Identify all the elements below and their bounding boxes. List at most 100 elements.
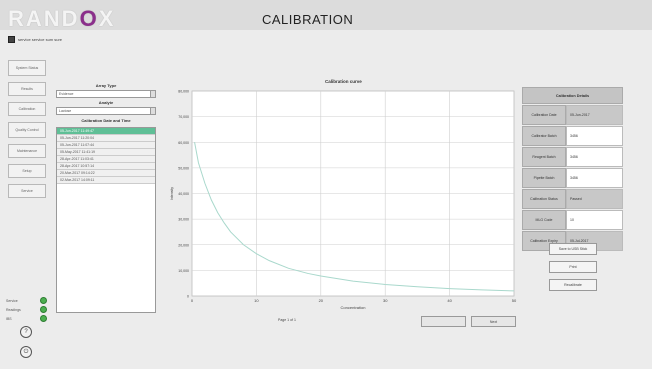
nav-results[interactable]: Results <box>8 82 46 96</box>
main-nav: System Status Results Calibration Qualit… <box>8 60 46 204</box>
status-row-service: Service <box>6 296 47 305</box>
nav-label: Setup <box>22 169 32 173</box>
analyte-select[interactable]: Lactose <box>56 107 156 115</box>
nav-label: Service <box>21 189 33 193</box>
print-button[interactable]: Print <box>549 261 597 273</box>
details-row: Calibration Status Passed <box>522 189 623 209</box>
array-type-select[interactable]: Evidence <box>56 90 156 98</box>
status-label: IBS <box>6 316 12 321</box>
next-button[interactable]: Next <box>471 316 516 327</box>
details-row: Calibration Date 05-Jun-2017 <box>522 105 623 125</box>
calibration-list-item[interactable]: 05-Jun-2017 11:49:47 <box>57 128 155 135</box>
calibration-list-item[interactable]: 02-Mar-2017 14:09:11 <box>57 177 155 184</box>
details-row-value: 3456 <box>566 147 623 167</box>
x-tick-label: 50 <box>512 298 517 303</box>
y-axis-label: Intensity <box>170 187 174 200</box>
recalibrate-button[interactable]: Recalibrate <box>549 279 597 291</box>
calibration-details-panel: Calibration Details Calibration Date 05-J… <box>522 87 623 251</box>
analyte-value: Lactose <box>59 109 72 113</box>
status-ok-indicator <box>40 297 47 304</box>
service-text: service service sum sure <box>18 36 63 42</box>
status-row-ibs: IBS <box>6 314 47 323</box>
x-tick-label: 0 <box>191 298 194 303</box>
x-tick-label: 30 <box>383 298 388 303</box>
y-tick-label: 80,000 <box>178 90 189 94</box>
power-icon: ⏻ <box>23 348 29 355</box>
details-row-label: Calibrator Batch <box>522 126 566 146</box>
nav-label: Maintenance <box>16 149 38 153</box>
calibration-curve-line <box>194 142 515 292</box>
calibration-list[interactable]: 05-Jun-2017 11:49:47 05-Jun-2017 11:20:04… <box>56 127 156 313</box>
nav-maintenance[interactable]: Maintenance <box>8 144 46 158</box>
calibration-selector: Array Type Evidence Analyte Lactose Cali… <box>56 83 156 313</box>
chart-title: Calibration curve <box>325 79 362 84</box>
y-tick-label: 60,000 <box>178 141 189 145</box>
x-axis-label: Concentration <box>341 305 366 310</box>
details-rows: Calibration Date 05-Jun-2017 Calibrator Ba… <box>522 105 623 251</box>
nav-calibration[interactable]: Calibration <box>8 102 46 116</box>
details-row-label: MLG Code <box>522 210 566 230</box>
details-row-value: 05-Jun-2017 <box>566 105 623 125</box>
previous-button[interactable] <box>421 316 466 327</box>
y-tick-label: 70,000 <box>178 115 189 119</box>
status-ok-indicator <box>40 306 47 313</box>
details-title: Calibration Details <box>522 87 623 104</box>
details-row-label: Reagent Batch <box>522 147 566 167</box>
details-row-value: 3456 <box>566 168 623 188</box>
nav-label: System Status <box>15 66 39 70</box>
details-row-value: Passed <box>566 189 623 209</box>
status-panel: Service Readings IBS <box>6 296 47 323</box>
details-row: Calibrator Batch 3456 <box>522 126 623 146</box>
button-label: Save to USB Stick <box>558 247 588 251</box>
help-button[interactable]: ? <box>20 326 32 338</box>
y-tick-label: 10,000 <box>178 269 189 273</box>
calibration-list-item[interactable]: 20-Mar-2017 09:14:22 <box>57 170 155 177</box>
calibration-list-item[interactable]: 28-Apr-2017 10:57:14 <box>57 163 155 170</box>
array-type-label: Array Type <box>95 83 117 88</box>
button-label: Print <box>569 265 577 269</box>
nav-quality-control[interactable]: Quality Control <box>8 122 46 138</box>
service-icon <box>8 35 15 43</box>
calibration-chart: Calibration curve 0 10 20 30 40 50 0 10,000 20,0… <box>160 79 520 324</box>
y-tick-label: 20,000 <box>178 243 189 247</box>
array-type-value: Evidence <box>59 92 74 96</box>
calibration-list-item[interactable]: 05-Jun-2017 11:07:44 <box>57 142 155 149</box>
chart-svg: 0 10 20 30 40 50 0 10,000 20,000 30,000 40,000 50,0… <box>170 90 517 311</box>
details-row: Pipette Batch 3456 <box>522 168 623 188</box>
calibration-list-label: Calibration Date and Time <box>81 118 131 123</box>
x-tick-label: 10 <box>254 298 259 303</box>
chevron-down-icon <box>150 108 155 114</box>
nav-label: Calibration <box>18 107 36 111</box>
nav-system-status[interactable]: System Status <box>8 60 46 76</box>
details-row: Reagent Batch 3456 <box>522 147 623 167</box>
logo-text-suffix: X <box>98 6 116 31</box>
x-tick-label: 20 <box>319 298 324 303</box>
nav-label: Results <box>21 87 33 91</box>
y-tick-label: 50,000 <box>178 166 189 170</box>
power-button[interactable]: ⏻ <box>20 346 32 358</box>
header-band <box>0 0 652 30</box>
chevron-down-icon <box>150 91 155 97</box>
y-tick-label: 40,000 <box>178 192 189 196</box>
details-row-value: 3456 <box>566 126 623 146</box>
analyte-label: Analyte <box>98 100 114 105</box>
button-label: Recalibrate <box>564 283 582 287</box>
x-tick-label: 40 <box>447 298 452 303</box>
randox-logo: RANDOX <box>8 6 115 32</box>
nav-service[interactable]: Service <box>8 184 46 198</box>
details-row-value: 10 <box>566 210 623 230</box>
save-to-usb-button[interactable]: Save to USB Stick <box>549 243 597 255</box>
nav-setup[interactable]: Setup <box>8 164 46 178</box>
details-row-label: Calibration Status <box>522 189 566 209</box>
calibration-list-item[interactable]: 05-May-2017 11:41:19 <box>57 149 155 156</box>
button-label: Next <box>489 319 498 324</box>
status-label: Service <box>6 298 18 303</box>
y-tick-label: 30,000 <box>178 218 189 222</box>
service-indicator[interactable]: service service sum sure <box>8 34 62 44</box>
status-row-readings: Readings <box>6 305 47 314</box>
calibration-list-item[interactable]: 28-Apr-2017 11:03:41 <box>57 156 155 163</box>
logo-text-o: O <box>79 6 99 31</box>
calibration-list-item[interactable]: 05-Jun-2017 11:20:04 <box>57 135 155 142</box>
details-row-label: Pipette Batch <box>522 168 566 188</box>
status-label: Readings <box>6 307 21 312</box>
